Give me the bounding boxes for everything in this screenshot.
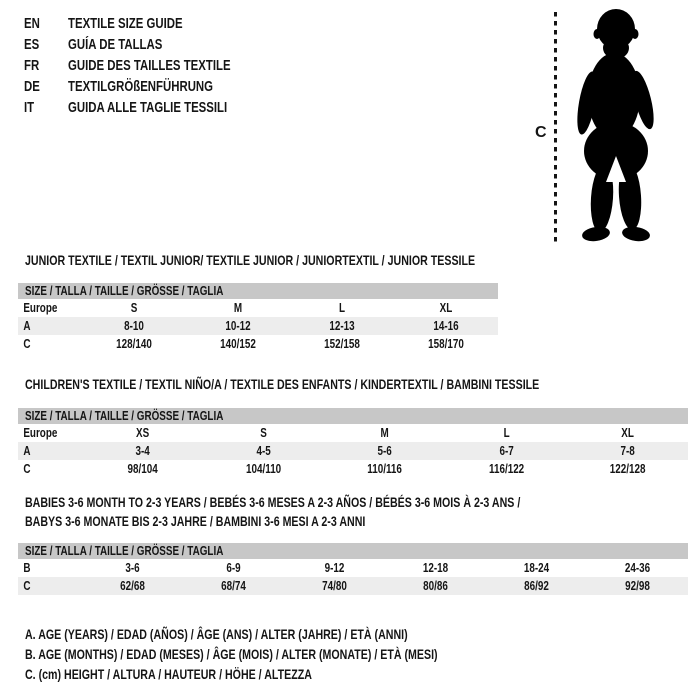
language-title: TEXTILE SIZE GUIDE	[68, 15, 183, 32]
language-row: ES GUÍA DE TALLAS	[24, 34, 282, 55]
table-header-bar: SIZE / TALLA / TAILLE / GRÖSSE / TAGLIA	[18, 283, 498, 299]
language-code: ES	[24, 36, 40, 53]
table-cell: 80/86	[423, 578, 448, 593]
table-row-label: C	[23, 578, 31, 593]
measure-legend: A. AGE (YEARS) / EDAD (AÑOS) / ÂGE (ANS)…	[25, 624, 568, 684]
language-row: EN TEXTILE SIZE GUIDE	[24, 13, 282, 34]
table-row-label: C	[23, 336, 31, 351]
table-cell: 158/170	[428, 336, 464, 351]
language-title: GUÍA DE TALLAS	[68, 36, 163, 53]
table-cell: 128/140	[116, 336, 152, 351]
babies-size-table: SIZE / TALLA / TAILLE / GRÖSSE / TAGLIA …	[18, 543, 688, 595]
table-row-label: A	[23, 318, 31, 333]
language-code: FR	[24, 57, 40, 74]
table-row: A 8-10 10-12 12-13 14-16	[18, 317, 498, 335]
table-cell: 9-12	[324, 560, 345, 575]
table-cell: 5-6	[377, 443, 393, 458]
table-cell: 62/68	[120, 578, 145, 593]
table-cell: 122/128	[609, 461, 646, 476]
table-header-bar: SIZE / TALLA / TAILLE / GRÖSSE / TAGLIA	[18, 543, 688, 559]
legend-line-c: C. (cm) HEIGHT / ALTURA / HAUTEUR / HÖHE…	[25, 666, 312, 682]
table-cell: 68/74	[221, 578, 246, 593]
table-row: C 62/68 68/74 74/80 80/86 86/92 92/98	[18, 577, 688, 595]
table-row: Europe S M L XL	[18, 299, 498, 317]
table-cell: 18-24	[523, 560, 550, 575]
legend-line-a: A. AGE (YEARS) / EDAD (AÑOS) / ÂGE (ANS)…	[25, 626, 408, 642]
language-code: DE	[24, 78, 40, 95]
table-size-header: SIZE / TALLA / TAILLE / GRÖSSE / TAGLIA	[25, 543, 224, 558]
table-cell: 74/80	[322, 578, 347, 593]
table-row: C 128/140 140/152 152/158 158/170	[18, 335, 498, 353]
table-cell: 24-36	[624, 560, 651, 575]
language-row: IT GUIDA ALLE TAGLIE TESSILI	[24, 97, 282, 118]
language-title: TEXTILGRÖßENFÜHRUNG	[68, 78, 214, 95]
section-title-babies-line1: BABIES 3-6 MONTH TO 2-3 YEARS / BEBÉS 3-…	[25, 494, 521, 510]
table-cell: L	[338, 300, 346, 315]
table-cell: 104/110	[246, 461, 282, 476]
table-cell: 3-6	[125, 560, 140, 575]
section-title-junior: JUNIOR TEXTILE / TEXTIL JUNIOR/ TEXTILE …	[25, 252, 476, 268]
table-cell: 116/122	[488, 461, 524, 476]
table-cell: 140/152	[220, 336, 256, 351]
language-row: FR GUIDE DES TAILLES TEXTILE	[24, 55, 282, 76]
table-row-label: Europe	[23, 300, 58, 315]
table-cell: S	[260, 425, 268, 440]
table-row-label: Europe	[23, 425, 58, 440]
table-size-header: SIZE / TALLA / TAILLE / GRÖSSE / TAGLIA	[25, 283, 224, 298]
section-title-children: CHILDREN'S TEXTILE / TEXTIL NIÑO/A / TEX…	[25, 376, 540, 392]
height-measure-line	[554, 12, 557, 243]
table-cell: 86/92	[524, 578, 549, 593]
table-cell: 4-5	[256, 443, 271, 458]
table-size-header: SIZE / TALLA / TAILLE / GRÖSSE / TAGLIA	[25, 408, 224, 423]
table-row-label: A	[23, 443, 31, 458]
table-cell: 12-18	[422, 560, 449, 575]
table-cell: 10-12	[225, 318, 251, 333]
children-size-table: SIZE / TALLA / TAILLE / GRÖSSE / TAGLIA …	[18, 408, 688, 478]
table-cell: 6-7	[499, 443, 514, 458]
table-cell: 152/158	[324, 336, 360, 351]
table-cell: XL	[439, 300, 453, 315]
table-cell: 6-9	[226, 560, 241, 575]
table-cell: 98/104	[127, 461, 158, 476]
table-row: B 3-6 6-9 9-12 12-18 18-24 24-36	[18, 559, 688, 577]
table-cell: 14-16	[433, 318, 459, 333]
table-header-bar: SIZE / TALLA / TAILLE / GRÖSSE / TAGLIA	[18, 408, 688, 424]
table-cell: 8-10	[124, 318, 144, 333]
table-cell: 3-4	[135, 443, 150, 458]
baby-silhouette-icon	[577, 9, 654, 242]
table-cell: S	[130, 300, 138, 315]
section-title-babies-line2: BABYS 3-6 MONATE BIS 2-3 JAHRE / BAMBINI…	[25, 513, 366, 529]
language-code: EN	[24, 15, 40, 32]
table-row-label: C	[23, 461, 31, 476]
table-cell: XL	[621, 425, 634, 440]
height-measure-label: C	[535, 124, 547, 141]
legend-line-b: B. AGE (MONTHS) / EDAD (MESES) / ÂGE (MO…	[25, 646, 438, 662]
language-title-block: EN TEXTILE SIZE GUIDE ES GUÍA DE TALLAS …	[24, 13, 282, 118]
table-cell: M	[233, 300, 243, 315]
table-row: A 3-4 4-5 5-6 6-7 7-8	[18, 442, 688, 460]
table-cell: 7-8	[620, 443, 635, 458]
table-cell: XS	[136, 425, 150, 440]
table-cell: 12-13	[329, 318, 355, 333]
table-row: C 98/104 104/110 110/116 116/122 122/128	[18, 460, 688, 478]
table-cell: L	[503, 425, 510, 440]
junior-size-table: SIZE / TALLA / TAILLE / GRÖSSE / TAGLIA …	[18, 283, 498, 353]
language-code: IT	[24, 99, 35, 116]
table-row-label: B	[23, 560, 31, 575]
table-cell: M	[380, 425, 390, 440]
language-row: DE TEXTILGRÖßENFÜHRUNG	[24, 76, 282, 97]
language-title: GUIDA ALLE TAGLIE TESSILI	[68, 99, 228, 116]
table-cell: 92/98	[625, 578, 650, 593]
language-title: GUIDE DES TAILLES TEXTILE	[68, 57, 231, 74]
table-cell: 110/116	[367, 461, 403, 476]
table-row: Europe XS S M L XL	[18, 424, 688, 442]
